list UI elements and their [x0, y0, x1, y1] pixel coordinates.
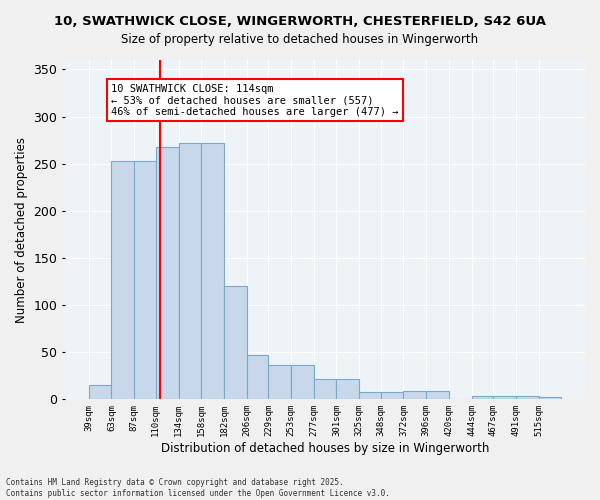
Bar [426, 391, 449, 400]
Bar [539, 396, 562, 400]
Text: Size of property relative to detached houses in Wingerworth: Size of property relative to detached ho… [121, 32, 479, 46]
X-axis label: Distribution of detached houses by size in Wingerworth: Distribution of detached houses by size … [161, 442, 489, 455]
Text: Contains HM Land Registry data © Crown copyright and database right 2025.
Contai: Contains HM Land Registry data © Crown c… [6, 478, 390, 498]
Bar [516, 396, 539, 400]
Bar [134, 161, 156, 400]
Bar [403, 391, 426, 400]
Bar [224, 286, 247, 400]
Bar [89, 385, 112, 400]
Y-axis label: Number of detached properties: Number of detached properties [15, 136, 28, 322]
Bar [291, 366, 314, 400]
Text: 10 SWATHWICK CLOSE: 114sqm
← 53% of detached houses are smaller (557)
46% of sem: 10 SWATHWICK CLOSE: 114sqm ← 53% of deta… [112, 84, 399, 117]
Bar [201, 143, 224, 400]
Bar [314, 378, 337, 400]
Bar [268, 366, 291, 400]
Bar [112, 161, 134, 400]
Bar [493, 396, 516, 400]
Bar [472, 396, 493, 400]
Bar [359, 392, 381, 400]
Bar [381, 392, 403, 400]
Text: 10, SWATHWICK CLOSE, WINGERWORTH, CHESTERFIELD, S42 6UA: 10, SWATHWICK CLOSE, WINGERWORTH, CHESTE… [54, 15, 546, 28]
Bar [156, 146, 179, 400]
Bar [247, 355, 268, 400]
Bar [179, 143, 201, 400]
Bar [337, 378, 359, 400]
